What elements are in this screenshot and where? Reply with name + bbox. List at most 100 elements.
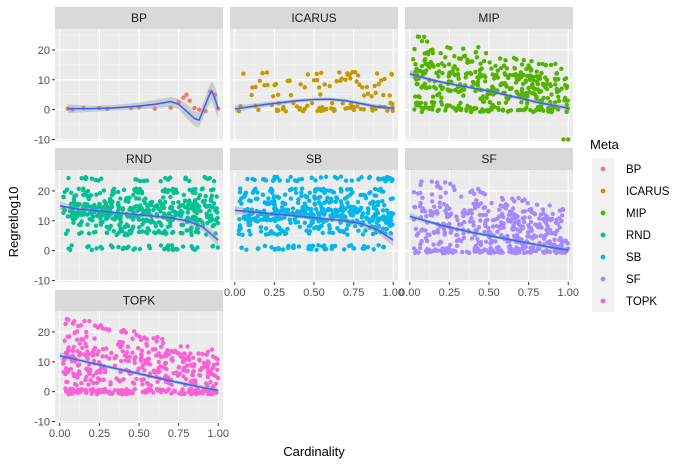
data-point	[160, 341, 166, 346]
data-point	[548, 242, 554, 247]
data-point	[112, 356, 117, 361]
data-point	[253, 186, 258, 191]
data-point	[94, 392, 100, 397]
data-point	[419, 239, 424, 244]
data-point	[271, 94, 276, 99]
data-point	[275, 175, 280, 180]
data-point	[154, 339, 159, 344]
x-tick-label: 0.00	[399, 287, 420, 299]
data-point	[181, 95, 186, 100]
legend-key-sf	[600, 276, 606, 282]
data-point	[187, 201, 192, 206]
data-point	[197, 358, 202, 363]
data-point	[500, 221, 505, 227]
facet-strip-label: ICARUS	[291, 11, 336, 25]
x-tick-label: 0.75	[168, 428, 189, 440]
data-point	[510, 206, 516, 211]
data-point	[122, 391, 128, 396]
data-point	[437, 91, 442, 96]
data-point	[372, 204, 377, 209]
data-point	[498, 56, 503, 61]
data-point	[510, 215, 516, 220]
data-point	[94, 371, 99, 376]
data-point	[376, 243, 381, 248]
data-point	[480, 212, 486, 218]
data-point	[131, 192, 136, 198]
data-point	[146, 350, 151, 355]
data-point	[121, 377, 126, 382]
data-point	[181, 374, 186, 379]
data-point	[311, 78, 317, 83]
data-point	[127, 228, 132, 234]
data-point	[81, 187, 86, 193]
data-point	[85, 188, 91, 194]
x-tick-label: 0.50	[128, 428, 149, 440]
data-point	[119, 329, 125, 335]
data-point	[422, 58, 427, 63]
data-point	[564, 83, 570, 89]
data-point	[104, 346, 109, 351]
data-point	[87, 319, 92, 324]
data-point	[503, 58, 508, 63]
data-point	[513, 80, 519, 85]
data-point	[193, 190, 198, 196]
data-point	[480, 73, 485, 78]
data-point	[140, 208, 146, 213]
data-point	[564, 102, 569, 108]
data-point	[263, 226, 269, 231]
data-point	[433, 247, 438, 252]
data-point	[529, 235, 534, 240]
data-point	[373, 230, 379, 235]
data-point	[456, 56, 462, 61]
data-point	[79, 230, 84, 235]
data-point	[131, 224, 136, 229]
data-point	[193, 187, 198, 192]
data-point	[425, 50, 430, 55]
data-point	[69, 214, 74, 219]
data-point	[530, 82, 535, 87]
data-point	[427, 232, 432, 237]
data-point	[123, 330, 129, 335]
data-point	[334, 176, 340, 181]
data-point	[188, 217, 193, 222]
data-point	[89, 247, 95, 253]
data-point	[93, 229, 98, 235]
data-point	[440, 71, 445, 76]
data-point	[215, 361, 220, 367]
data-point	[320, 105, 325, 110]
data-point	[550, 211, 555, 217]
data-point	[376, 82, 381, 87]
data-point	[418, 245, 423, 251]
data-point	[86, 244, 91, 249]
legend-title: Meta	[590, 137, 620, 152]
data-point	[87, 368, 93, 374]
data-point	[160, 336, 165, 342]
data-point	[425, 61, 431, 67]
data-point	[454, 238, 460, 244]
data-point	[246, 212, 252, 217]
data-point	[443, 55, 448, 60]
data-point	[496, 247, 502, 252]
data-point	[528, 73, 533, 78]
data-point	[104, 354, 109, 359]
data-point	[329, 101, 335, 106]
data-point	[458, 100, 463, 106]
data-point	[209, 347, 215, 352]
data-point	[95, 325, 101, 330]
data-point	[539, 98, 545, 103]
data-point	[365, 210, 371, 216]
data-point	[102, 369, 108, 375]
data-point	[89, 176, 95, 181]
data-point	[160, 188, 165, 194]
data-point	[166, 177, 171, 182]
data-point	[103, 201, 109, 207]
legend-label-sb: SB	[626, 252, 642, 264]
data-point	[253, 196, 259, 201]
data-point	[310, 220, 315, 225]
data-point	[183, 376, 189, 382]
data-point	[109, 350, 114, 356]
data-point	[130, 350, 135, 355]
data-point	[490, 92, 496, 97]
y-tick-label: 20	[38, 186, 50, 198]
data-point	[547, 203, 552, 208]
